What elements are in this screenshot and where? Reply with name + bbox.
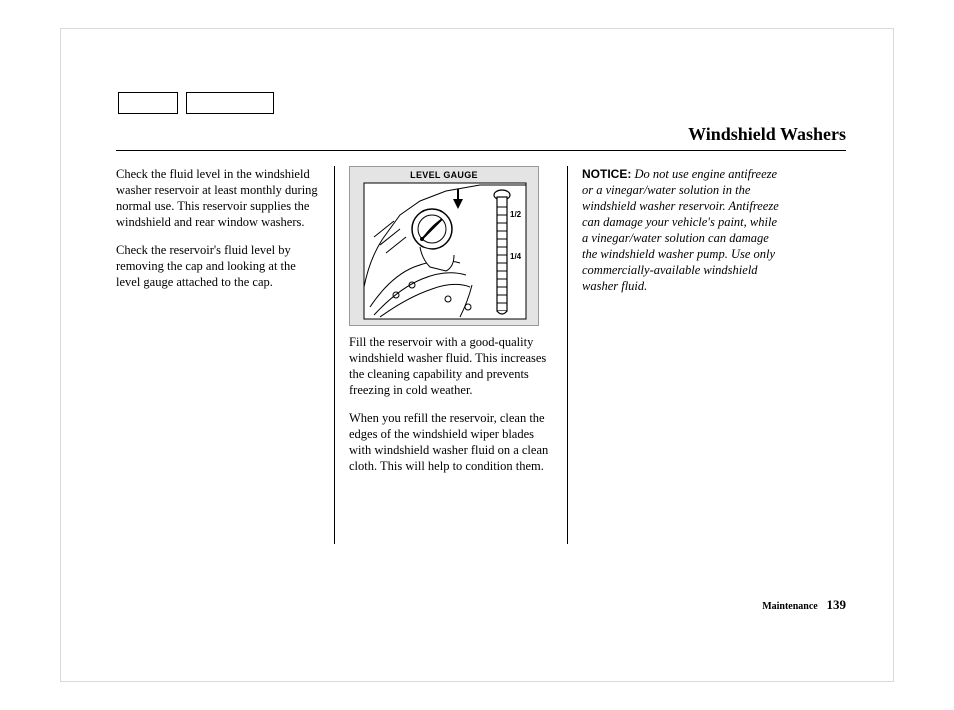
col1-para-2: Check the reservoir's fluid level by rem… — [116, 242, 320, 290]
content-columns: Check the fluid level in the windshield … — [116, 166, 846, 544]
column-separator-2 — [567, 166, 568, 544]
column-1: Check the fluid level in the windshield … — [116, 166, 320, 544]
level-gauge-figure: LEVEL GAUGE — [349, 166, 539, 326]
page-title: Windshield Washers — [688, 124, 846, 145]
header-tab-boxes — [118, 92, 274, 114]
column-2: LEVEL GAUGE — [349, 166, 553, 544]
notice-label: NOTICE: — [582, 167, 631, 181]
column-separator-1 — [334, 166, 335, 544]
col1-para-1: Check the fluid level in the windshield … — [116, 166, 320, 230]
notice-paragraph: NOTICE: Do not use engine antifreeze or … — [582, 166, 786, 294]
page-footer: Maintenance 139 — [762, 597, 846, 613]
gauge-quarter-label: 1/4 — [510, 252, 522, 261]
footer-section-label: Maintenance — [762, 601, 818, 612]
title-rule — [116, 150, 846, 151]
col2-para-2: When you refill the reservoir, clean the… — [349, 410, 553, 474]
tab-box-2 — [186, 92, 274, 114]
notice-body: Do not use engine antifreeze or a vinega… — [582, 167, 779, 293]
col2-para-1: Fill the reservoir with a good-quality w… — [349, 334, 553, 398]
gauge-half-label: 1/2 — [510, 210, 522, 219]
tab-box-1 — [118, 92, 178, 114]
footer-page-number: 139 — [827, 597, 847, 612]
level-gauge-illustration: 1/2 1/4 — [350, 167, 539, 326]
reservoir-cap-icon — [412, 209, 452, 249]
column-3: NOTICE: Do not use engine antifreeze or … — [582, 166, 786, 544]
